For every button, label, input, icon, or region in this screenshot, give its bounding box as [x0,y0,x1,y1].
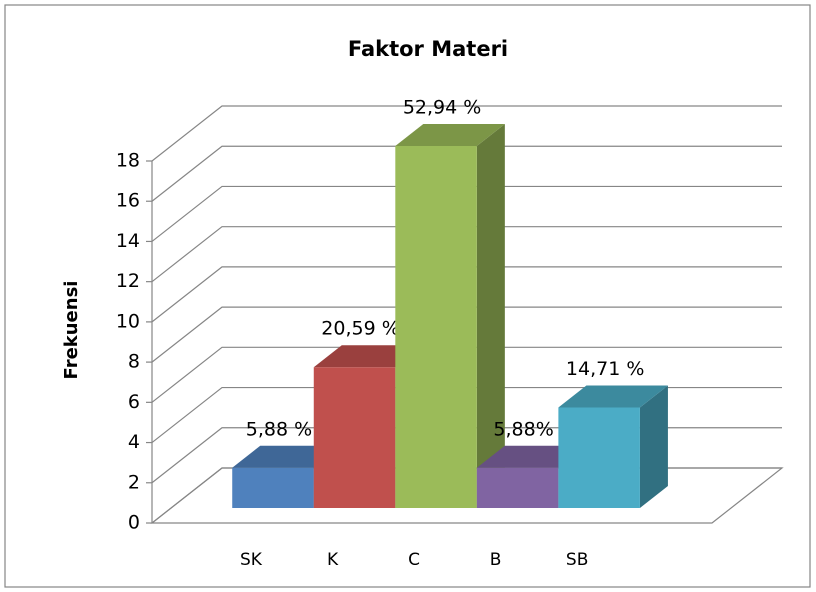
grid-line [151,346,782,403]
data-label: 5,88 % [246,418,312,440]
data-label: 20,59 % [321,318,400,340]
y-tick-label: 6 [128,391,140,413]
bar-side [639,385,668,508]
y-tick-label: 4 [128,431,140,453]
grid-line [151,145,782,202]
grid-line [151,226,782,283]
bar-front [313,367,396,508]
y-axis-label: Frekuensi [61,281,82,380]
chart-title: Faktor Materi [348,37,508,61]
y-tick-label: 8 [128,351,140,373]
grid-line [151,306,782,363]
grid-line [151,266,782,323]
y-tick-label: 0 [128,512,140,534]
bar-front [476,467,559,508]
x-tick-label: B [490,550,502,570]
bar-top [558,385,668,408]
bar-front [395,146,477,508]
y-tick-label: 10 [116,310,140,332]
data-label: 5,88% [493,418,553,440]
y-tick-label: 18 [116,150,140,172]
x-tick-label: C [408,550,420,570]
data-label: 52,94 % [403,97,482,119]
bar-front [232,467,314,508]
grid-line [151,185,782,242]
grid-line [151,105,782,162]
y-tick-label: 16 [116,190,140,212]
x-tick-label: SB [566,550,588,570]
bar [558,385,668,508]
bar [395,124,505,508]
bar-top [395,124,505,146]
bar-front [558,407,640,508]
x-tick-label: SK [240,550,263,570]
data-label: 14,71 % [566,358,645,380]
y-tick-label: 12 [116,270,140,292]
y-tick-label: 14 [116,230,140,252]
bar-side [476,124,505,508]
y-tick-label: 2 [128,471,140,493]
x-tick-label: K [327,550,339,570]
